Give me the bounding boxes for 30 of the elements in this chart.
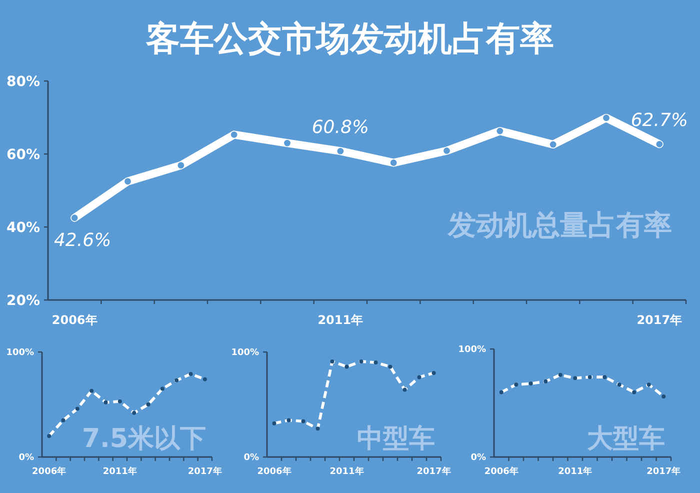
x-tick-label: 2017年 — [646, 466, 681, 477]
y-tick-label: 0% — [244, 453, 259, 464]
x-tick-label: 2006年 — [52, 313, 98, 327]
y-tick-label: 80% — [6, 74, 40, 90]
y-tick-label: 40% — [6, 220, 40, 236]
chart-title: 客车公交市场发动机占有率 — [145, 19, 554, 59]
y-tick-label: 60% — [6, 146, 40, 163]
annotation: 大型车 — [587, 424, 665, 454]
x-tick-label: 2011年 — [102, 466, 137, 477]
x-tick-label: 2011年 — [330, 466, 364, 477]
annotation: 42.6% — [54, 230, 112, 251]
y-tick-label: 20% — [6, 292, 40, 309]
x-tick-label: 2006年 — [484, 466, 518, 477]
annotation: 60.8% — [312, 117, 370, 138]
x-tick-label: 2011年 — [318, 313, 364, 327]
x-tick-label: 2011年 — [558, 466, 592, 477]
x-tick-label: 2017年 — [416, 466, 451, 477]
x-tick-label: 2017年 — [188, 466, 222, 477]
x-tick-label: 2006年 — [32, 466, 66, 477]
x-tick-label: 2006年 — [257, 466, 292, 477]
y-tick-label: 0% — [470, 453, 486, 464]
annotation: 中型车 — [357, 424, 435, 454]
x-tick-label: 2017年 — [636, 313, 682, 327]
y-tick-label: 100% — [6, 348, 34, 358]
annotation: 62.7% — [630, 110, 688, 132]
y-tick-label: 100% — [231, 348, 259, 358]
annotation: 7.5米以下 — [82, 424, 206, 454]
y-tick-label: 100% — [458, 345, 486, 356]
y-tick-label: 0% — [18, 453, 34, 464]
annotation: 发动机总量占有率 — [447, 208, 672, 242]
